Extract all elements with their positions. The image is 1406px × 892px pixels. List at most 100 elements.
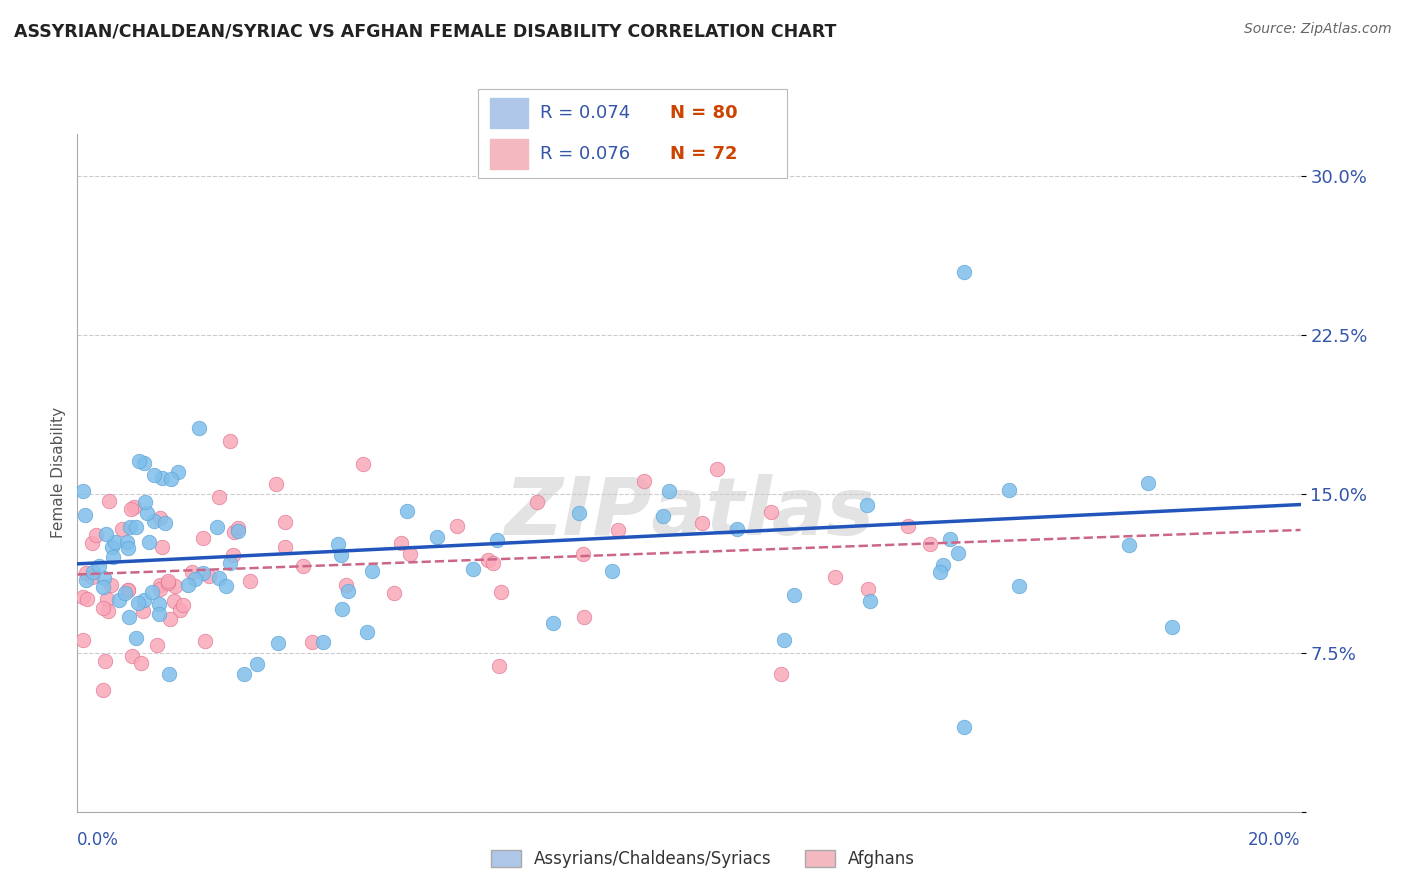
Point: [706, 462, 728, 476]
Point: [72, 591, 94, 605]
Point: [134, 495, 156, 509]
Point: [191, 531, 214, 545]
Point: [273, 540, 295, 554]
Point: [222, 524, 245, 539]
Point: [572, 609, 595, 624]
Point: [94, 654, 117, 668]
Point: [572, 547, 595, 561]
Point: [264, 476, 287, 491]
Point: [165, 579, 187, 593]
Point: [301, 635, 323, 649]
Point: [180, 565, 202, 579]
Point: [110, 522, 132, 536]
Point: [998, 483, 1021, 498]
Point: [148, 607, 170, 621]
Point: [856, 582, 879, 596]
Point: [769, 667, 792, 681]
Point: [477, 553, 499, 567]
Point: [172, 599, 194, 613]
Point: [690, 516, 713, 530]
Point: [149, 510, 172, 524]
Point: [191, 566, 214, 580]
Point: [330, 548, 353, 562]
Point: [1118, 538, 1140, 552]
Point: [100, 540, 122, 554]
Point: [461, 562, 484, 576]
Point: [215, 579, 238, 593]
Point: [117, 535, 139, 549]
Point: [219, 557, 242, 571]
Point: [125, 520, 148, 534]
Point: [89, 558, 111, 573]
Point: [141, 585, 163, 599]
Point: [567, 506, 589, 520]
Point: [326, 537, 349, 551]
Point: [163, 594, 186, 608]
Point: [633, 475, 655, 489]
Point: [75, 574, 97, 588]
Point: [188, 420, 211, 434]
Point: [177, 578, 200, 592]
Point: [651, 509, 673, 524]
Point: [266, 636, 288, 650]
Point: [486, 533, 509, 547]
Point: [856, 498, 879, 512]
Point: [228, 524, 250, 538]
Point: [482, 556, 505, 570]
Point: [932, 558, 955, 573]
Point: [127, 596, 149, 610]
Point: [1008, 579, 1031, 593]
Point: [953, 720, 976, 734]
Point: [135, 506, 157, 520]
Point: [159, 612, 181, 626]
Text: Source: ZipAtlas.com: Source: ZipAtlas.com: [1244, 22, 1392, 37]
Point: [330, 602, 353, 616]
Point: [117, 582, 139, 597]
Point: [80, 570, 103, 584]
Point: [399, 547, 422, 561]
Point: [761, 505, 783, 519]
Point: [658, 483, 681, 498]
Point: [526, 494, 548, 508]
Point: [129, 657, 152, 671]
Point: [228, 521, 250, 535]
Point: [72, 483, 94, 498]
Text: 0.0%: 0.0%: [77, 831, 120, 849]
Point: [117, 541, 139, 555]
Point: [150, 540, 173, 554]
Point: [128, 454, 150, 468]
Point: [120, 501, 142, 516]
FancyBboxPatch shape: [478, 89, 787, 178]
Point: [148, 597, 170, 611]
Point: [82, 565, 104, 579]
Point: [132, 456, 155, 470]
Text: R = 0.074: R = 0.074: [540, 104, 630, 122]
Point: [157, 667, 180, 681]
Point: [725, 522, 748, 536]
Point: [97, 604, 120, 618]
Point: [205, 520, 228, 534]
Point: [91, 580, 114, 594]
Point: [75, 566, 97, 580]
Point: [142, 467, 165, 482]
Point: [100, 578, 122, 592]
Point: [1160, 620, 1182, 634]
Point: [97, 494, 120, 508]
Point: [1136, 476, 1159, 491]
Point: [541, 615, 564, 630]
Point: [488, 658, 510, 673]
Point: [233, 667, 256, 681]
Point: [948, 546, 970, 560]
Point: [149, 582, 172, 596]
Point: [91, 683, 114, 698]
Point: [86, 528, 108, 542]
Point: [953, 264, 976, 278]
Point: [101, 549, 124, 564]
Text: 20.0%: 20.0%: [1249, 831, 1301, 849]
Point: [396, 504, 419, 518]
Point: [93, 571, 115, 585]
Point: [104, 534, 127, 549]
Point: [160, 472, 183, 486]
Point: [152, 471, 174, 485]
Point: [138, 535, 160, 549]
